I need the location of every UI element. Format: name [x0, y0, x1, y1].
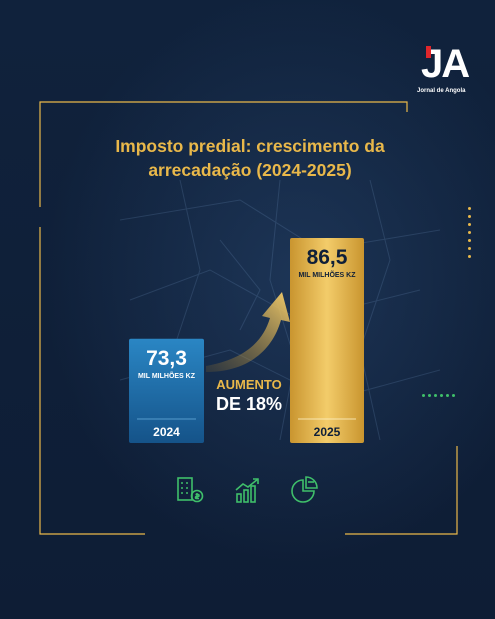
bar-2024: [129, 338, 204, 443]
logo-red-accent: [426, 46, 431, 58]
value-label-2025: 86,5: [307, 246, 348, 269]
icon-row: [174, 474, 324, 506]
decorative-dots-horizontal: [422, 384, 462, 397]
increase-annotation-value: 18%: [246, 394, 282, 414]
value-label-2024: 73,3: [146, 347, 187, 370]
growth-chart-icon: [235, 478, 259, 503]
logo: JA Jornal de Angola: [417, 42, 473, 100]
building-money-icon: [177, 477, 204, 503]
growth-arrow: [206, 292, 290, 372]
decorative-dots-vertical: [468, 207, 472, 267]
increase-annotation-line2: DE 18%: [216, 394, 282, 414]
bar-2025: [290, 238, 364, 443]
chart-title: Imposto predial: crescimento da arrecada…: [115, 136, 385, 180]
logo-subtitle: Jornal de Angola: [417, 88, 466, 94]
category-label-2025: 2025: [314, 425, 341, 439]
increase-annotation-line1: AUMENTO: [216, 377, 281, 392]
category-label-2024: 2024: [153, 425, 180, 439]
unit-label-2025: MIL MILHÕES KZ: [298, 270, 356, 279]
unit-label-2024: MIL MILHÕES KZ: [138, 371, 196, 380]
increase-annotation-prefix: DE: [216, 394, 246, 414]
pie-chart-icon: [291, 476, 318, 503]
